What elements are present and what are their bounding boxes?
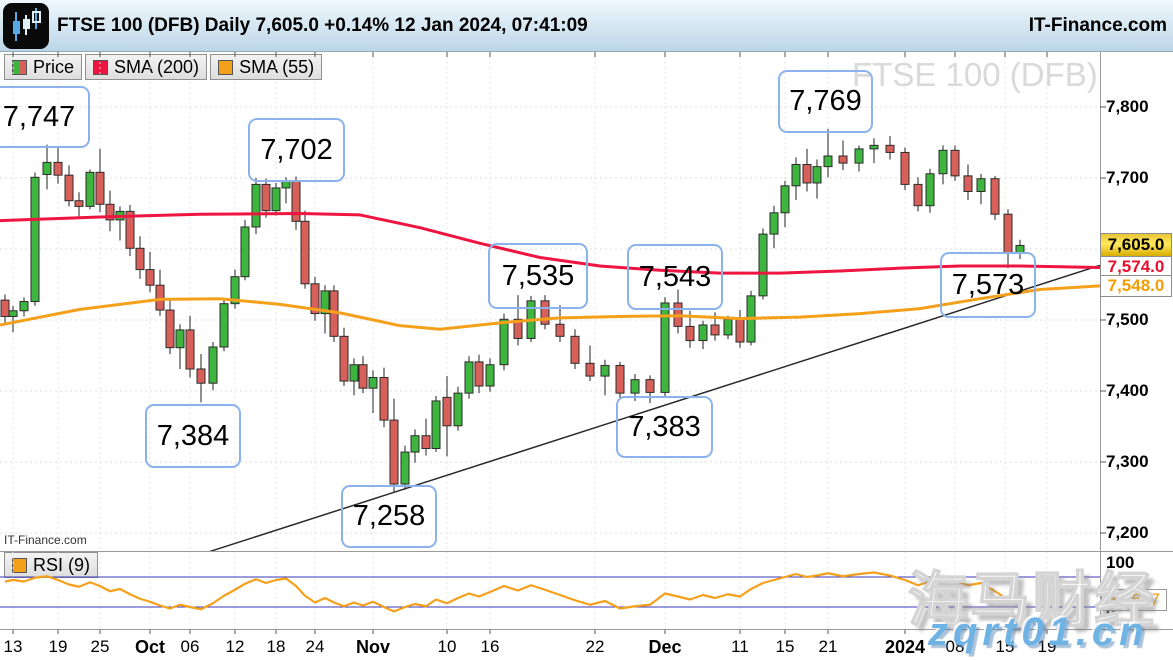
time-axis-tick-label: 21: [818, 637, 838, 656]
time-axis-tick-label: 22: [585, 637, 605, 656]
price-annotation-7258[interactable]: 7,258: [341, 485, 437, 548]
rsi-axis-100: 100: [1106, 553, 1135, 572]
time-axis-tick-label: 12: [225, 637, 245, 656]
price-axis-tick-label: 7,800: [1106, 97, 1149, 116]
last-price-axis-label: 7,605.0: [1100, 233, 1172, 258]
cn-url-watermark: zqrt01.cn: [928, 610, 1149, 654]
cn-brand-watermark: 海马财经: [907, 566, 1156, 635]
time-axis-tick-label: 15: [995, 637, 1015, 656]
time-axis-tick-label: 10: [437, 637, 457, 656]
time-axis-tick-label: 15: [775, 637, 795, 656]
legend-row: Price SMA (200) SMA (55): [4, 54, 325, 80]
price-axis-tick-label: 7,400: [1106, 381, 1149, 400]
site-watermark-small: IT-Finance.com: [4, 533, 87, 547]
time-axis-tick-label: 25: [90, 637, 110, 656]
time-axis-tick-label: Nov: [355, 637, 391, 657]
header-bar: FTSE 100 (DFB) Daily 7,605.0 +0.14% 12 J…: [0, 0, 1173, 52]
sma200-axis-label: 7,574.0: [1100, 256, 1172, 279]
rsi-axis-0: 0: [1106, 603, 1116, 622]
time-axis-tick-label: 08: [945, 637, 965, 656]
rsi-current-value-label: 37.627: [1101, 589, 1167, 611]
candlestick-logo-icon[interactable]: [3, 3, 49, 49]
price-annotation-7573[interactable]: 7,573: [940, 252, 1036, 318]
price-annotation-7384[interactable]: 7,384: [145, 404, 241, 468]
time-axis-tick-label: 19: [1037, 637, 1057, 656]
price-annotation-7383[interactable]: 7,383: [616, 396, 713, 458]
time-axis-tick-label: 16: [480, 637, 500, 656]
price-axis-tick-label: 7,700: [1106, 168, 1149, 187]
price-annotation-7702[interactable]: 7,702: [248, 118, 345, 182]
time-axis-tick-label: 19: [48, 637, 68, 656]
time-axis-tick-label: 2024: [884, 637, 926, 657]
time-axis-tick-label: 18: [266, 637, 286, 656]
price-annotation-7535[interactable]: 7,535: [488, 243, 588, 309]
legend-chip-sma-200[interactable]: SMA (200): [85, 54, 208, 80]
sma55-axis-label: 7,548.0: [1100, 274, 1172, 297]
rsi-legend-label: RSI (9): [33, 554, 91, 575]
price-annotation-7543[interactable]: 7,543: [627, 244, 723, 310]
time-axis-tick-label: 24: [305, 637, 325, 656]
chart-plot-area[interactable]: [0, 52, 1100, 629]
time-axis-tick-label: Oct: [134, 637, 166, 657]
rsi-legend-chip[interactable]: RSI (9): [4, 552, 99, 578]
price-axis-tick-label: 7,500: [1106, 310, 1149, 329]
time-axis-tick-label: 13: [3, 637, 23, 656]
price-annotation-7769[interactable]: 7,769: [778, 70, 873, 133]
chart-title-watermark: FTSE 100 (DFB): [852, 56, 1098, 93]
sma55-swatch-icon: [218, 59, 234, 75]
time-axis-tick-label: 11: [731, 637, 749, 656]
instrument-title: FTSE 100 (DFB) Daily 7,605.0 +0.14% 12 J…: [57, 15, 588, 36]
legend-label: SMA (200): [114, 56, 200, 77]
legend-chip-sma-55[interactable]: SMA (55): [210, 54, 323, 80]
sma200-swatch-icon: [93, 59, 109, 75]
price-annotation-7747[interactable]: 7,747: [0, 86, 90, 148]
legend-chip-price[interactable]: Price: [4, 54, 83, 80]
legend-label: Price: [33, 56, 75, 77]
legend-label: SMA (55): [239, 56, 315, 77]
time-axis-tick-label: 06: [180, 637, 200, 656]
price-axis-tick-label: 7,300: [1106, 452, 1149, 471]
price-axis-tick-label: 7,200: [1106, 523, 1149, 542]
time-axis-tick-label: Dec: [648, 637, 682, 657]
rsi-swatch-icon: [12, 557, 27, 573]
brand-link[interactable]: IT-Finance.com: [1028, 15, 1167, 36]
